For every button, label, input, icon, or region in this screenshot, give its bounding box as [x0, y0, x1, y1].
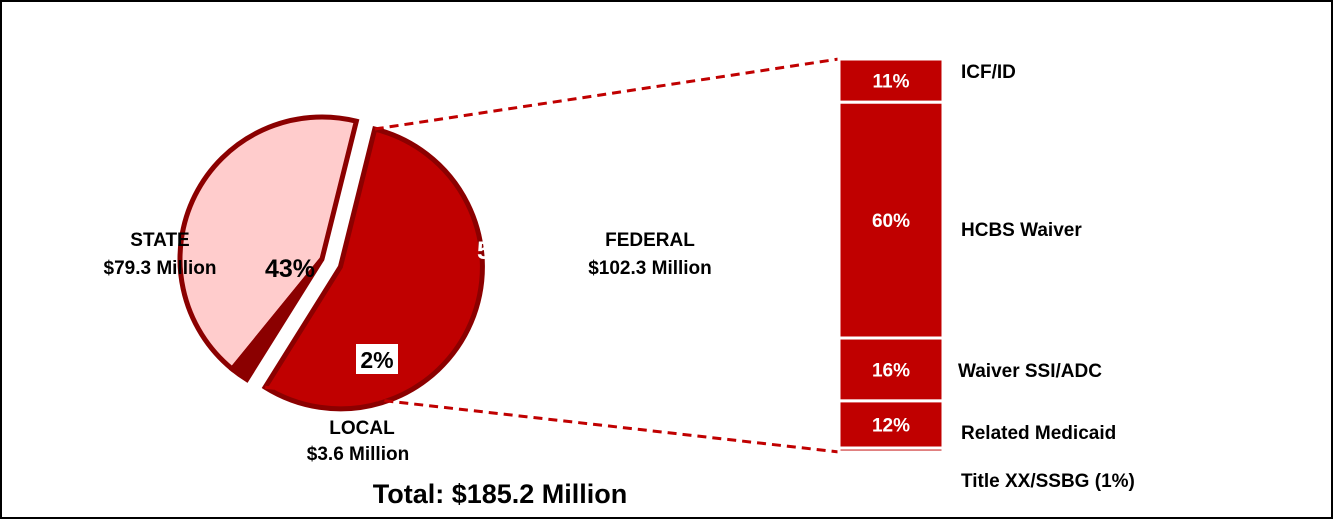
pie-slice-federal	[261, 125, 485, 412]
bar-segment-label: ICF/ID	[961, 62, 1016, 83]
bar-segment	[837, 336, 945, 403]
bar-segment	[837, 399, 945, 450]
bar-segment-percent: 12%	[872, 415, 910, 436]
pie-slice-local	[228, 257, 325, 383]
bar-segment	[837, 100, 945, 340]
bar-segment-label: Title XX/SSBG (1%)	[961, 471, 1135, 492]
bar-segment-label: HCBS Waiver	[961, 220, 1082, 241]
pie-percent-local: 2%	[356, 344, 398, 374]
bar-segment	[837, 446, 945, 454]
leader-line-bottom	[264, 385, 840, 454]
bar-segment-percent: 11%	[873, 72, 910, 93]
pie-slice-state	[177, 114, 360, 373]
local-name-label: LOCAL	[329, 418, 395, 439]
bar-segment	[837, 57, 945, 104]
svg-text:2%: 2%	[360, 347, 393, 373]
federal-amount-label: $102.3 Million	[588, 258, 712, 279]
pie-chart: STATE $79.3 Million FEDERAL $102.3 Milli…	[104, 114, 712, 465]
local-amount-label: $3.6 Million	[307, 444, 409, 465]
total-label: Total: $185.2 Million	[373, 479, 628, 509]
federal-breakdown-bar: 11% 60% 16% 12% ICF/ID HCBS Waiver Waiver SSI/…	[837, 57, 1135, 492]
state-name-label: STATE	[130, 230, 189, 251]
leader-lines	[264, 57, 840, 454]
leader-line-top	[374, 57, 840, 131]
pie-percent-state: 43%	[265, 255, 315, 283]
bar-segment-label: Waiver SSI/ADC	[958, 361, 1102, 382]
bar-segment-label: Related Medicaid	[961, 423, 1116, 444]
federal-name-label: FEDERAL	[605, 230, 695, 251]
bar-segment-percent: 60%	[872, 211, 910, 232]
pie-percent-federal: 55%	[477, 237, 527, 265]
state-amount-label: $79.3 Million	[104, 258, 217, 279]
bar-segment-percent: 16%	[872, 360, 910, 381]
